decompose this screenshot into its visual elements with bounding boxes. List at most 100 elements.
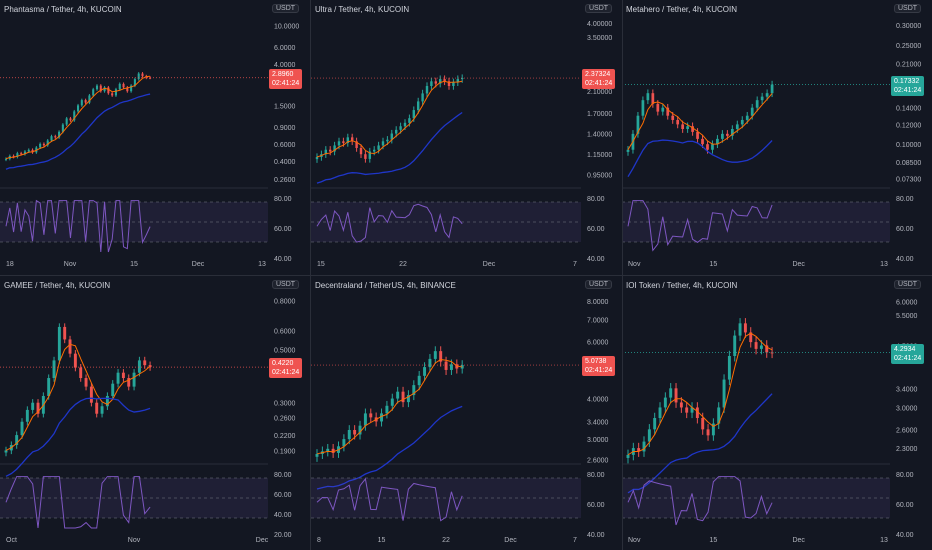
chart-pane-2[interactable]: 4.000003.500002.500002.100001.700001.400… (311, 0, 623, 274)
pane-divider-horizontal[interactable] (0, 275, 932, 276)
candle-body (133, 79, 136, 86)
rsi-line (627, 476, 773, 526)
candle-body (433, 351, 437, 359)
candle-body (390, 398, 394, 406)
candle-body (99, 85, 102, 92)
rsi-line (5, 476, 151, 529)
candle-body (754, 342, 758, 349)
candle-body (61, 124, 64, 132)
candle-body (342, 439, 346, 447)
unit-tag[interactable]: USDT (894, 280, 922, 289)
candle-body (148, 365, 152, 368)
candle-body (626, 454, 630, 458)
chart-svg: 4.000003.500002.500002.100001.700001.400… (311, 21, 612, 268)
candle-body (355, 141, 358, 148)
candle-body (114, 89, 117, 96)
candle-body (666, 107, 670, 116)
candle-body (449, 364, 453, 370)
y-tick-label: 0.1900 (274, 448, 296, 455)
candle-body (460, 78, 464, 80)
chart-title: IOI Token / Tether, 4h, KUCOIN (626, 281, 738, 290)
candle-body (735, 124, 739, 130)
x-tick-label: Nov (628, 537, 641, 544)
candle-body (403, 122, 407, 127)
candle-body (54, 136, 57, 138)
chart-pane-4[interactable]: 0.8000 0.6000 0.5000 0.3000 0.2600 0.2200 0.19… (0, 276, 310, 550)
y-tick-label: 4.0000 (274, 62, 296, 69)
candle-body (760, 96, 764, 101)
candle-body (130, 85, 133, 92)
y-tick-label: 1.5000 (274, 103, 296, 110)
chart-pane-6[interactable]: 6.00005.50004.50003.40003.00002.60002.30… (622, 276, 932, 550)
candle-body (92, 89, 95, 96)
y-tick-label: 0.2600 (274, 416, 296, 423)
candle-body (658, 407, 662, 419)
candle-body (100, 406, 104, 414)
x-tick-label: Nov (628, 261, 641, 268)
last-price-tag: 0.17332 02:41:24 (891, 75, 925, 96)
candle-body (368, 151, 372, 159)
candle-body (686, 126, 689, 130)
candle-body (691, 126, 694, 132)
x-tick-label: 7 (573, 537, 577, 544)
x-tick-label: Dec (504, 537, 517, 544)
rsi-tick-label: 80.00 (896, 472, 914, 479)
y-tick-label: 0.30000 (896, 23, 921, 30)
candle-body (337, 141, 341, 146)
unit-tag[interactable]: USDT (272, 4, 300, 13)
candle-body (127, 378, 131, 387)
ma-slow-line (5, 397, 151, 477)
unit-tag[interactable]: USDT (894, 4, 922, 13)
candle-body (438, 79, 442, 84)
candle-body (738, 323, 742, 336)
unit-tag[interactable]: USDT (585, 280, 613, 289)
candle-body (701, 138, 704, 145)
candle-body (88, 95, 91, 103)
candle-body (105, 395, 109, 407)
chart-pane-3[interactable]: 0.300000.250000.210000.170000.140000.120… (622, 0, 932, 274)
y-tick-label: 4.00000 (587, 21, 612, 28)
candle-body (333, 145, 336, 152)
ma-slow-line (627, 393, 773, 494)
candle-body (137, 73, 140, 80)
chart-pane-5[interactable]: 8.0000 7.0000 6.0000 4.0000 3.4000 3.0000 2.60… (311, 276, 623, 550)
x-tick-label: 22 (399, 261, 407, 268)
candle-body (399, 126, 402, 130)
candle-body (116, 372, 120, 384)
chart-svg: 0.8000 0.6000 0.5000 0.3000 0.2600 0.2200 0.19… (0, 298, 296, 544)
x-tick-label: 13 (880, 537, 888, 544)
candle-body (743, 323, 747, 333)
candle-body (716, 138, 719, 145)
candle-body (721, 133, 724, 139)
unit-tag[interactable]: USDT (272, 280, 300, 289)
candle-body (52, 360, 56, 379)
ma-fast-line (5, 343, 151, 451)
unit-tag[interactable]: USDT (585, 4, 613, 13)
candle-body (331, 448, 335, 453)
candle-body (641, 100, 645, 116)
candle-body (725, 133, 729, 136)
last-price-tag: 4.2934 02:41:24 (891, 343, 925, 364)
candle-body (733, 335, 737, 357)
rsi-line (627, 200, 773, 252)
candle-body (381, 141, 385, 146)
y-tick-label: 3.4000 (896, 386, 918, 393)
y-tick-label: 0.10000 (896, 142, 921, 149)
rsi-tick-label: 40.00 (896, 532, 914, 539)
y-tick-label: 0.9000 (274, 125, 296, 132)
x-tick-label: Dec (256, 537, 269, 544)
candle-body (95, 402, 99, 414)
chart-svg: 0.300000.250000.210000.170000.140000.120… (622, 23, 921, 268)
candle-body (642, 441, 646, 452)
candle-body (412, 385, 416, 396)
candle-body (669, 388, 673, 398)
rsi-line (316, 203, 463, 243)
candle-body (95, 85, 99, 90)
chart-pane-1[interactable]: 10.00006.00004.00002.50001.50000.90000.6… (0, 0, 310, 274)
x-tick-label: 15 (378, 537, 386, 544)
candle-body (369, 413, 373, 418)
y-tick-label: 2.6000 (896, 427, 918, 434)
candle-body (706, 429, 710, 436)
candle-body (717, 407, 721, 424)
candle-body (27, 149, 30, 152)
